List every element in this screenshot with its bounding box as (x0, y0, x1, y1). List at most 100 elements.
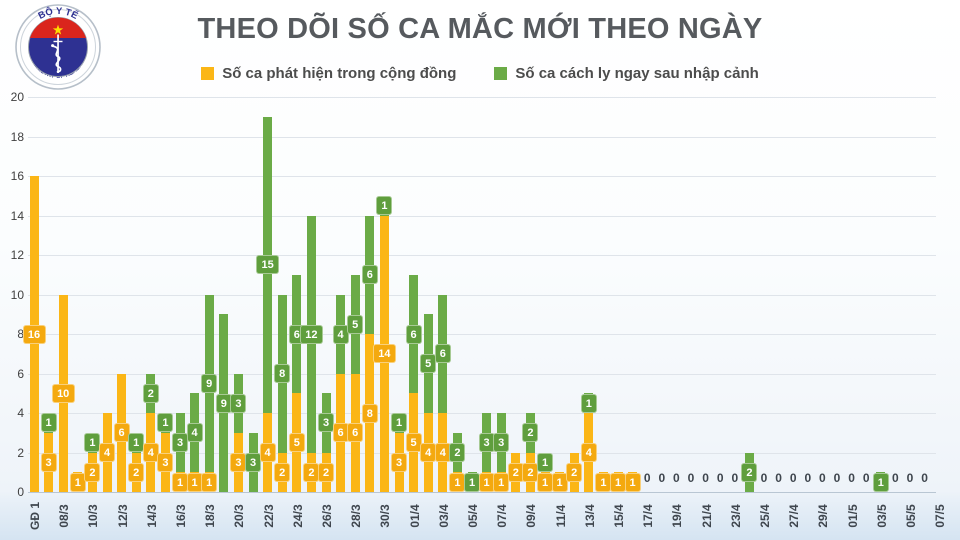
zero-value-label: 0 (833, 471, 841, 485)
bar-value-label-community: 1 (478, 472, 495, 492)
zero-value-label: 0 (673, 471, 680, 485)
bar-value-label-community: 2 (303, 462, 320, 482)
x-axis-tick-label: 20/3 (232, 504, 247, 528)
bar-value-label-quarantine: 5 (420, 354, 437, 374)
zero-value-label: 0 (848, 471, 855, 485)
y-axis-tick-label: 2 (17, 445, 24, 460)
bar-value-label-quarantine: 3 (230, 393, 247, 413)
bar-value-label-quarantine: 1 (84, 433, 101, 453)
bar-value-label-quarantine: 2 (142, 383, 159, 403)
bar-value-label-community: 14 (372, 344, 396, 364)
gridline (28, 294, 936, 296)
bar-value-label-quarantine: 4 (186, 423, 203, 443)
x-axis-tick-label: 09/4 (524, 504, 539, 528)
bar-value-label-quarantine: 1 (464, 472, 480, 492)
page-title: THEO DÕI SỐ CA MẮC MỚI THEO NGÀY (197, 13, 763, 45)
y-axis-tick-label: 20 (10, 90, 24, 104)
bar-value-label-community: 4 (420, 443, 437, 462)
bar-value-label-community: 5 (288, 433, 305, 453)
x-axis-tick-label: 14/3 (144, 504, 159, 528)
x-axis-tick-label: 27/4 (787, 504, 802, 528)
bar-value-label-quarantine: 1 (537, 452, 553, 472)
bar-value-label-community: 1 (624, 472, 641, 492)
x-axis-tick-label: 18/3 (203, 504, 218, 528)
x-axis-tick-label: GĐ 1 (28, 501, 42, 531)
zero-value-label: 0 (687, 471, 695, 485)
bar-value-label-quarantine: 3 (245, 452, 261, 472)
bar-value-label-quarantine: 2 (741, 462, 758, 482)
gridline (28, 334, 936, 335)
bar-value-label-community: 4 (580, 443, 597, 462)
chart-legend: Số ca phát hiện trong cộng đồng Số ca cá… (0, 62, 960, 84)
x-axis-tick-label: 13/4 (582, 504, 597, 528)
bar-value-label-community: 1 (172, 472, 188, 492)
bar-value-label-community: 1 (186, 472, 203, 492)
x-axis-tick-label: 15/4 (612, 504, 626, 528)
x-axis-tick-label: 28/3 (349, 504, 364, 528)
bar-value-label-quarantine: 1 (40, 413, 57, 433)
x-axis-tick-label: 19/4 (670, 504, 685, 528)
bar-value-label-quarantine: 6 (405, 324, 422, 344)
bar-value-label-community: 4 (142, 443, 159, 462)
zero-value-label: 0 (760, 471, 768, 485)
bar-value-label-community: 3 (157, 452, 174, 472)
zero-value-label: 0 (731, 471, 739, 485)
bar-value-label-community: 16 (22, 324, 46, 344)
bar-value-label-quarantine: 3 (478, 433, 495, 453)
x-axis-tick-label: 12/3 (115, 504, 130, 528)
bar-value-label-community: 5 (405, 433, 422, 453)
zero-value-label: 0 (892, 471, 899, 485)
bar-value-label-community: 4 (259, 443, 276, 462)
legend-swatch-quarantine-icon (494, 66, 508, 80)
bar-value-label-quarantine: 1 (580, 393, 597, 413)
y-axis-tick-label: 12 (10, 248, 24, 262)
ministry-of-health-logo: BỘ Y TẾ MINISTRY OF HEALTH (15, 4, 101, 90)
bar-value-label-quarantine: 2 (522, 423, 539, 443)
x-axis-tick-label: 08/3 (57, 504, 72, 528)
bar-value-label-community: 2 (84, 462, 101, 482)
bar-value-label-community: 3 (230, 452, 247, 472)
bar-value-label-community: 1 (595, 472, 612, 492)
zero-value-label: 0 (804, 471, 812, 485)
bar-value-label-community: 1 (449, 472, 466, 492)
bar-value-label-community: 1 (610, 472, 626, 492)
y-axis-tick-label: 18 (10, 129, 24, 144)
y-axis-tick-label: 6 (17, 366, 24, 381)
bar-value-label-community: 1 (537, 472, 553, 492)
bar-value-label-community: 4 (434, 443, 451, 462)
x-axis-tick-label: 21/4 (699, 504, 714, 528)
bar-value-label-quarantine: 9 (215, 393, 232, 413)
gridline (28, 413, 936, 414)
zero-value-label: 0 (789, 471, 797, 485)
bar-value-label-community: 2 (318, 462, 334, 482)
x-axis-tick-label: 05/4 (466, 504, 480, 528)
bar-value-label-quarantine: 1 (376, 196, 393, 216)
x-axis-tick-label: 05/5 (904, 504, 918, 528)
bar-value-label-community: 1 (551, 472, 568, 492)
bar-value-label-quarantine: 6 (361, 265, 378, 285)
bar-value-label-quarantine: 1 (128, 433, 145, 453)
bar-value-label-community: 1 (493, 472, 510, 492)
x-axis-tick-label: 22/3 (261, 504, 276, 528)
bar-value-label-quarantine: 4 (332, 324, 349, 344)
bar-value-label-quarantine: 3 (318, 413, 334, 433)
zero-value-label: 0 (716, 471, 724, 485)
x-axis-tick-label: 26/3 (320, 504, 334, 528)
x-axis-tick-label: 01/5 (845, 504, 860, 528)
bar-value-label-community: 8 (361, 403, 378, 423)
bar-value-label-community: 10 (51, 383, 75, 403)
x-axis-tick-label: 29/4 (816, 504, 831, 528)
bar-value-label-quarantine: 6 (434, 344, 451, 364)
bar-value-label-quarantine: 1 (872, 472, 889, 492)
x-axis-tick-label: 07/5 (933, 504, 948, 528)
zero-value-label: 0 (921, 471, 928, 485)
bar-value-label-community: 4 (99, 443, 115, 462)
gridline (28, 255, 936, 256)
x-axis-tick-label: 30/3 (378, 504, 393, 528)
logo-asclepius-staff-icon (51, 34, 63, 73)
bar-value-label-quarantine: 12 (299, 324, 323, 344)
bar-value-label-quarantine: 1 (391, 413, 407, 433)
x-axis-tick-label: 01/4 (407, 504, 422, 528)
